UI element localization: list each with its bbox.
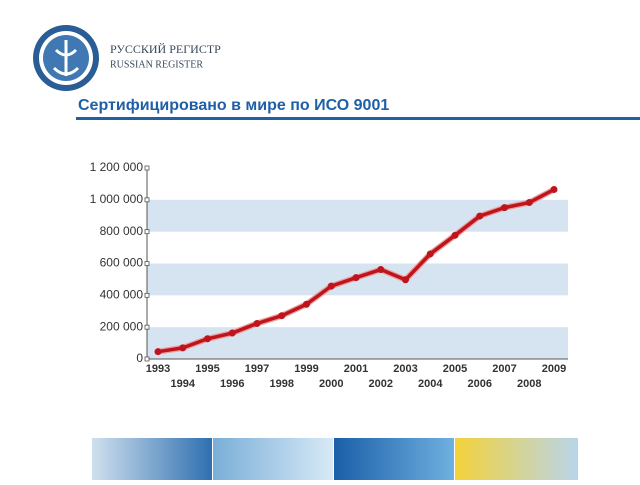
y-tick-label: 800 000 [100, 224, 144, 238]
x-tick-label: 2004 [418, 378, 443, 390]
data-point [154, 348, 162, 356]
org-name-ru: РУССКИЙ РЕГИСТР [110, 42, 221, 56]
y-tick-label: 1 000 000 [90, 192, 144, 206]
title-rule [76, 117, 640, 120]
x-tick-label: 2009 [542, 363, 566, 375]
x-tick-label: 1997 [245, 363, 269, 375]
y-tick-label: 1 200 000 [90, 160, 144, 174]
data-point [179, 344, 187, 352]
data-point [476, 212, 484, 220]
x-tick-label: 1999 [294, 363, 318, 375]
data-point [303, 300, 310, 308]
x-tick-label: 2003 [393, 363, 417, 375]
data-point [327, 282, 335, 290]
data-point [501, 204, 508, 212]
y-tick-label: 600 000 [100, 256, 144, 270]
data-point [204, 335, 211, 343]
grid-band [147, 327, 568, 359]
data-point [377, 266, 385, 274]
y-tick-mark [144, 356, 150, 362]
y-tick-mark [144, 197, 150, 203]
grid-band [147, 199, 568, 232]
data-point [253, 320, 261, 328]
data-point [550, 185, 558, 193]
x-tick-label: 2006 [468, 378, 492, 390]
plot: 0 200 000 400 000 600 000 800 000 1 000 000 1 … [90, 160, 568, 390]
y-tick-mark [144, 229, 150, 235]
data-point [451, 231, 459, 239]
x-tick-label: 2001 [344, 363, 368, 375]
y-tick-label: 0 [136, 351, 143, 365]
x-tick-label: 2005 [443, 363, 467, 375]
x-tick-label: 1995 [195, 363, 219, 375]
x-tick-label: 1996 [220, 378, 244, 390]
data-point [525, 199, 533, 207]
data-point [228, 329, 236, 337]
photo-strip [92, 438, 578, 480]
data-point [402, 276, 409, 284]
data-point [352, 274, 360, 282]
x-tick-label: 1994 [171, 378, 196, 390]
x-tick-label: 2008 [517, 378, 541, 390]
data-point [278, 312, 286, 320]
data-point [426, 250, 434, 258]
y-tick-mark [144, 292, 150, 298]
org-name-en: RUSSIAN REGISTER [110, 59, 203, 70]
y-tick-label: 400 000 [100, 288, 144, 302]
x-tick-label: 2002 [369, 378, 393, 390]
x-tick-label: 1993 [146, 363, 170, 375]
logo [33, 25, 99, 91]
y-tick-label: 200 000 [100, 319, 144, 333]
x-tick-label: 2000 [319, 378, 343, 390]
y-tick-mark [144, 261, 150, 266]
x-tick-label: 2007 [492, 363, 516, 375]
slide-title: Сертифицировано в мире по ИСО 9001 [78, 97, 389, 114]
y-tick-mark [144, 165, 150, 171]
y-tick-mark [144, 324, 150, 330]
x-tick-label: 1998 [270, 378, 294, 390]
